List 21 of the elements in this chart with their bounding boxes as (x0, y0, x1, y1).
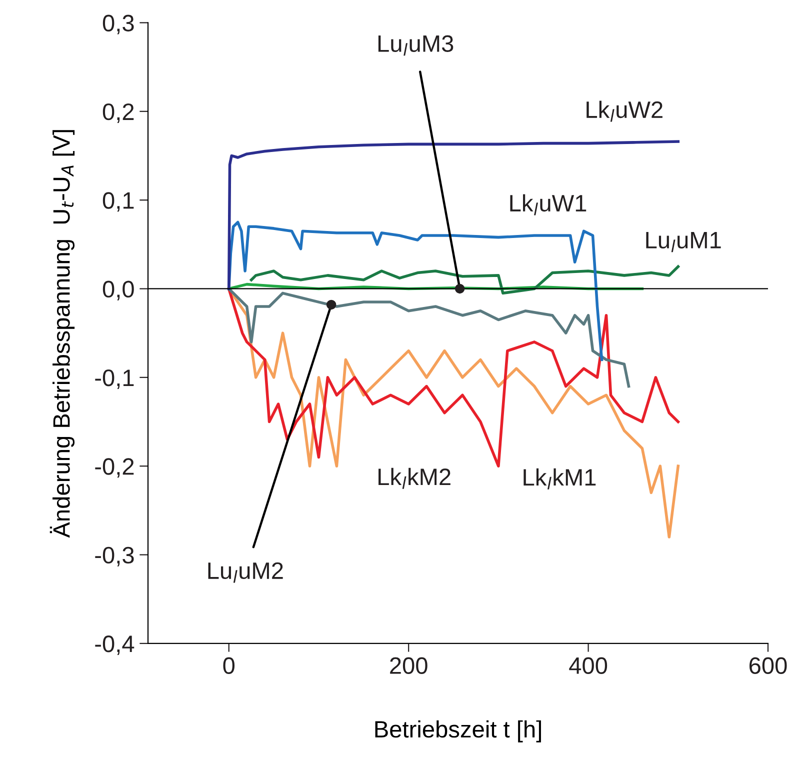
y-tick-label: -0,1 (95, 369, 134, 389)
y-tick-label: -0,4 (95, 636, 134, 656)
x-tick-label: 400 (569, 657, 608, 674)
y-tick-label: -0,3 (95, 546, 134, 566)
y-tick-label: 0,1 (102, 192, 134, 212)
y-tick-label: 0,0 (102, 280, 134, 300)
x-axis-title: Betriebszeit t [h] (375, 720, 541, 742)
y-tick-label: -0,2 (95, 458, 134, 478)
annotation: Lu$_{l}$uM1 (646, 232, 721, 252)
x-tick-label: 600 (750, 657, 787, 674)
x-tick-label: 200 (390, 657, 428, 674)
y-tick-label: 0,2 (102, 103, 134, 123)
annotation: Lk$_{l}$uW2 (586, 100, 662, 122)
annotation: Lu$_{l}$uM2 (208, 562, 283, 583)
annotation: Lu$_{l}$uM3 (378, 35, 454, 56)
annotation: Lk$_{l}$kM1 (524, 468, 596, 490)
y-axis-title: Änderung Betriebsspannung U$_{t}$-U$_{A}$ [V] (50, 130, 75, 538)
annotation: Lk$_{l}$uW1 (510, 194, 586, 216)
x-tick-label: 0 (223, 657, 235, 674)
annotation: Lk$_{l}$kM2 (378, 468, 450, 489)
y-tick-label: 0,3 (102, 14, 134, 34)
